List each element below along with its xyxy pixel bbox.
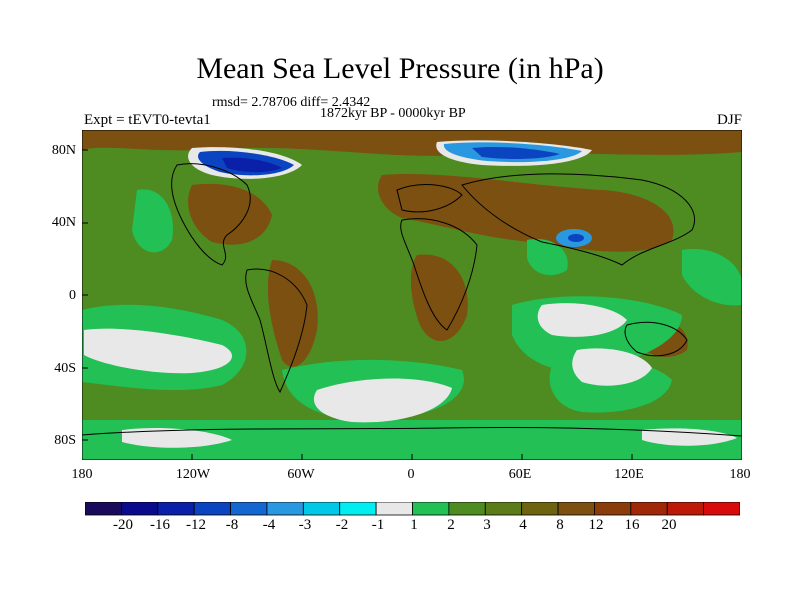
x-tick-label: 0 [407,467,415,482]
colorbar-label: -16 [150,517,170,533]
colorbar-swatch [666,502,705,516]
greenland-low-core [222,157,282,173]
colorbar-swatch [557,502,595,516]
colorbar [85,502,740,516]
south-pacific-white [84,328,232,374]
colorbar-label: 20 [661,517,677,533]
map-title: Mean Sea Level Pressure (in hPa) [196,52,604,85]
colorbar-label: 8 [556,517,564,533]
europe-coast [396,184,463,213]
west-pacific-green [682,249,742,306]
antarctic-white-east [642,428,737,446]
colorbar-label: 3 [483,517,491,533]
eurasia-high [378,173,674,252]
colorbar-swatch [703,502,740,516]
south-atlantic-white [313,378,452,423]
y-tick-label: 0 [69,288,76,303]
colorbar-swatch [448,502,486,516]
colorbar-label: 1 [410,517,418,533]
x-tick-label: 180 [729,467,751,482]
tibet-low-core [568,234,584,242]
colorbar-swatch [302,502,341,516]
colorbar-label: -4 [262,517,276,533]
colorbar-label: 16 [624,517,640,533]
colorbar-label: -3 [298,517,312,533]
x-tick-label: 60E [508,467,532,482]
indian-ocean-white [537,303,627,337]
colorbar-label: -2 [335,517,349,533]
antarctic-white-west [122,428,232,448]
x-tick-label: 180 [71,467,93,482]
x-tick-label: 60W [287,467,315,482]
time-range-label: 1872kyr BP - 0000kyr BP [320,106,466,121]
south-america-high [267,260,318,367]
asia-green [527,239,568,276]
colorbar-label: -1 [371,517,385,533]
rmsd-diff-label: rmsd= 2.78706 diff= 2.4342 [212,95,371,110]
y-tick-label: 80S [54,433,76,448]
colorbar-swatch [157,502,195,516]
colorbar-label: -12 [186,517,206,533]
north-pacific-green [132,189,173,253]
siberia-low-core [472,146,560,159]
colorbar-swatch [193,502,231,516]
y-tick-label: 80N [51,143,76,158]
colorbar-swatch [230,502,268,516]
colorbar-label: 2 [447,517,455,533]
x-tick-label: 120W [175,467,211,482]
colorbar-label: -8 [225,517,239,533]
colorbar-swatch [484,502,523,516]
antarctica-coast [82,426,742,437]
australia-coast [624,321,688,357]
north-america-high [188,183,272,245]
colorbar-swatch [521,502,559,516]
colorbar-swatch [412,502,450,516]
pressure-map [82,130,742,460]
colorbar-swatch [630,502,668,516]
colorbar-swatch [85,502,122,516]
experiment-label: Expt = tEVT0-tevta1 [84,112,211,128]
y-tick-label: 40N [51,215,76,230]
colorbar-swatch [339,502,377,516]
colorbar-label: 12 [588,517,604,533]
season-label: DJF [716,112,742,128]
colorbar-swatch [594,502,632,516]
colorbar-swatch [266,502,304,516]
africa-coast [400,218,478,331]
colorbar-label: -20 [113,517,133,533]
north-america-coast [171,163,251,266]
colorbar-swatch [120,502,159,516]
x-tick-label: 120E [614,467,644,482]
asia-coast [461,173,695,266]
south-america-coast [245,268,308,394]
y-tick-label: 40S [54,361,76,376]
colorbar-label: 4 [519,517,527,533]
colorbar-swatch [375,502,413,516]
southern-indian-white [572,348,652,386]
